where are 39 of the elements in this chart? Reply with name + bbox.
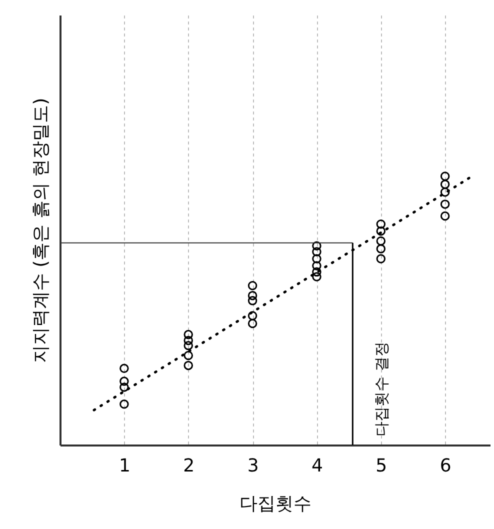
point bbox=[184, 330, 193, 340]
y-axis-title: 지지력계수 (혹은 흙의 현장밀도) bbox=[30, 98, 52, 364]
point bbox=[440, 211, 450, 221]
point bbox=[376, 226, 386, 236]
point bbox=[248, 290, 258, 300]
point bbox=[440, 187, 450, 197]
point bbox=[312, 254, 322, 264]
point bbox=[376, 219, 386, 229]
point bbox=[440, 180, 450, 189]
point bbox=[120, 364, 129, 374]
point bbox=[376, 236, 386, 246]
point bbox=[184, 360, 193, 370]
x-tick-label: 5 bbox=[376, 456, 388, 476]
x-tick-label: 6 bbox=[440, 456, 452, 476]
point bbox=[120, 400, 129, 409]
point bbox=[248, 296, 258, 306]
point bbox=[120, 382, 129, 392]
point bbox=[376, 254, 386, 264]
point bbox=[184, 340, 193, 350]
x-tick-label: 4 bbox=[311, 456, 323, 476]
point bbox=[440, 200, 450, 209]
point bbox=[184, 336, 193, 346]
point bbox=[184, 350, 193, 360]
point bbox=[312, 247, 322, 256]
annotation: 다집횟수 결정 bbox=[372, 342, 391, 436]
point bbox=[440, 172, 450, 181]
point bbox=[312, 261, 322, 270]
x-axis-title: 다집횟수 bbox=[240, 494, 312, 514]
x-tick-label: 3 bbox=[247, 456, 259, 476]
point bbox=[248, 281, 258, 290]
point bbox=[312, 267, 322, 277]
x-tick-label: 2 bbox=[183, 456, 195, 476]
point bbox=[248, 318, 258, 328]
point bbox=[248, 311, 258, 320]
point bbox=[376, 244, 386, 254]
point bbox=[312, 272, 322, 282]
point bbox=[120, 376, 129, 386]
x-tick-label: 1 bbox=[118, 456, 130, 476]
point bbox=[312, 241, 322, 250]
